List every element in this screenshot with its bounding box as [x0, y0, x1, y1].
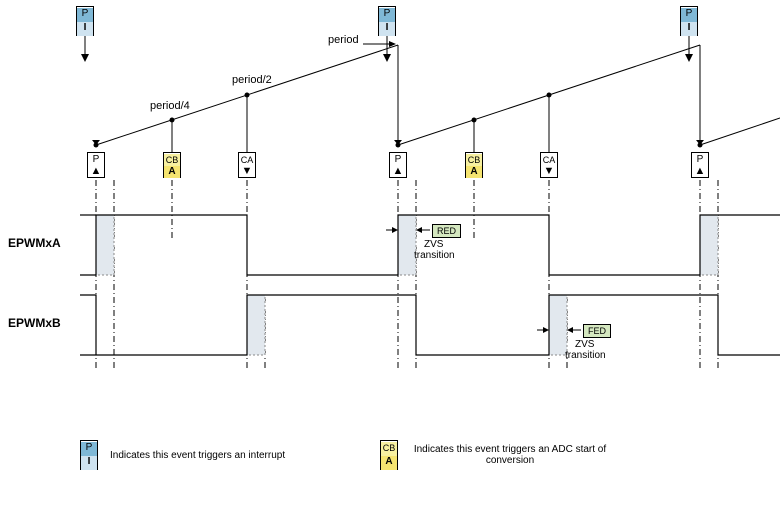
legend-adc: CB A Indicates this event triggers an AD… [380, 440, 610, 470]
p-action-box: P ▲ [691, 152, 709, 178]
fed-sublabel1: ZVS [575, 339, 594, 350]
cb-action-box: CB A [465, 152, 483, 178]
epwmxb-label: EPWMxB [8, 316, 61, 330]
interrupt-event-box: P I [680, 6, 698, 36]
period-label: period [328, 34, 359, 46]
legend-cb-icon: CB A [380, 440, 398, 470]
cb-label: CB [466, 154, 482, 166]
down-arrow-icon: ▼ [239, 166, 255, 177]
ca-action-box: CA ▼ [238, 152, 256, 178]
cb-a-label: A [164, 166, 180, 178]
red-sublabel2: transition [414, 250, 455, 261]
interrupt-p-label: P [81, 442, 97, 456]
red-badge: RED [432, 224, 461, 238]
ca-action-box: CA ▼ [540, 152, 558, 178]
up-arrow-icon: ▲ [88, 166, 104, 177]
legend-adc-text: Indicates this event triggers an ADC sta… [410, 444, 610, 466]
interrupt-event-box: P I [76, 6, 94, 36]
legend-interrupt-text: Indicates this event triggers an interru… [110, 450, 285, 461]
interrupt-p-label: P [681, 8, 697, 22]
legend-interrupt-icon: P I [80, 440, 98, 470]
diagram-svg [0, 0, 780, 516]
interrupt-i-label: I [379, 22, 395, 36]
epwmxa-label: EPWMxA [8, 236, 61, 250]
cb-label: CB [164, 154, 180, 166]
cb-action-box: CB A [163, 152, 181, 178]
period-quarter-label: period/4 [150, 100, 190, 112]
interrupt-i-label: I [681, 22, 697, 36]
period-half-label: period/2 [232, 74, 272, 86]
down-arrow-icon: ▼ [541, 166, 557, 177]
cb-a-label: A [466, 166, 482, 178]
legend-interrupt: P I Indicates this event triggers an int… [80, 440, 285, 470]
interrupt-p-label: P [379, 8, 395, 22]
interrupt-event-box: P I [378, 6, 396, 36]
up-arrow-icon: ▲ [692, 166, 708, 177]
cb-label: CB [381, 442, 397, 456]
interrupt-p-label: P [77, 8, 93, 22]
timing-diagram: P I P I P I period period/2 period/4 P ▲… [0, 0, 780, 516]
fed-sublabel2: transition [565, 350, 606, 361]
fed-badge: FED [583, 324, 611, 338]
interrupt-i-label: I [77, 22, 93, 36]
interrupt-i-label: I [81, 456, 97, 470]
cb-a-label: A [381, 456, 397, 470]
p-action-box: P ▲ [389, 152, 407, 178]
up-arrow-icon: ▲ [390, 166, 406, 177]
p-action-box: P ▲ [87, 152, 105, 178]
red-sublabel1: ZVS [424, 239, 443, 250]
